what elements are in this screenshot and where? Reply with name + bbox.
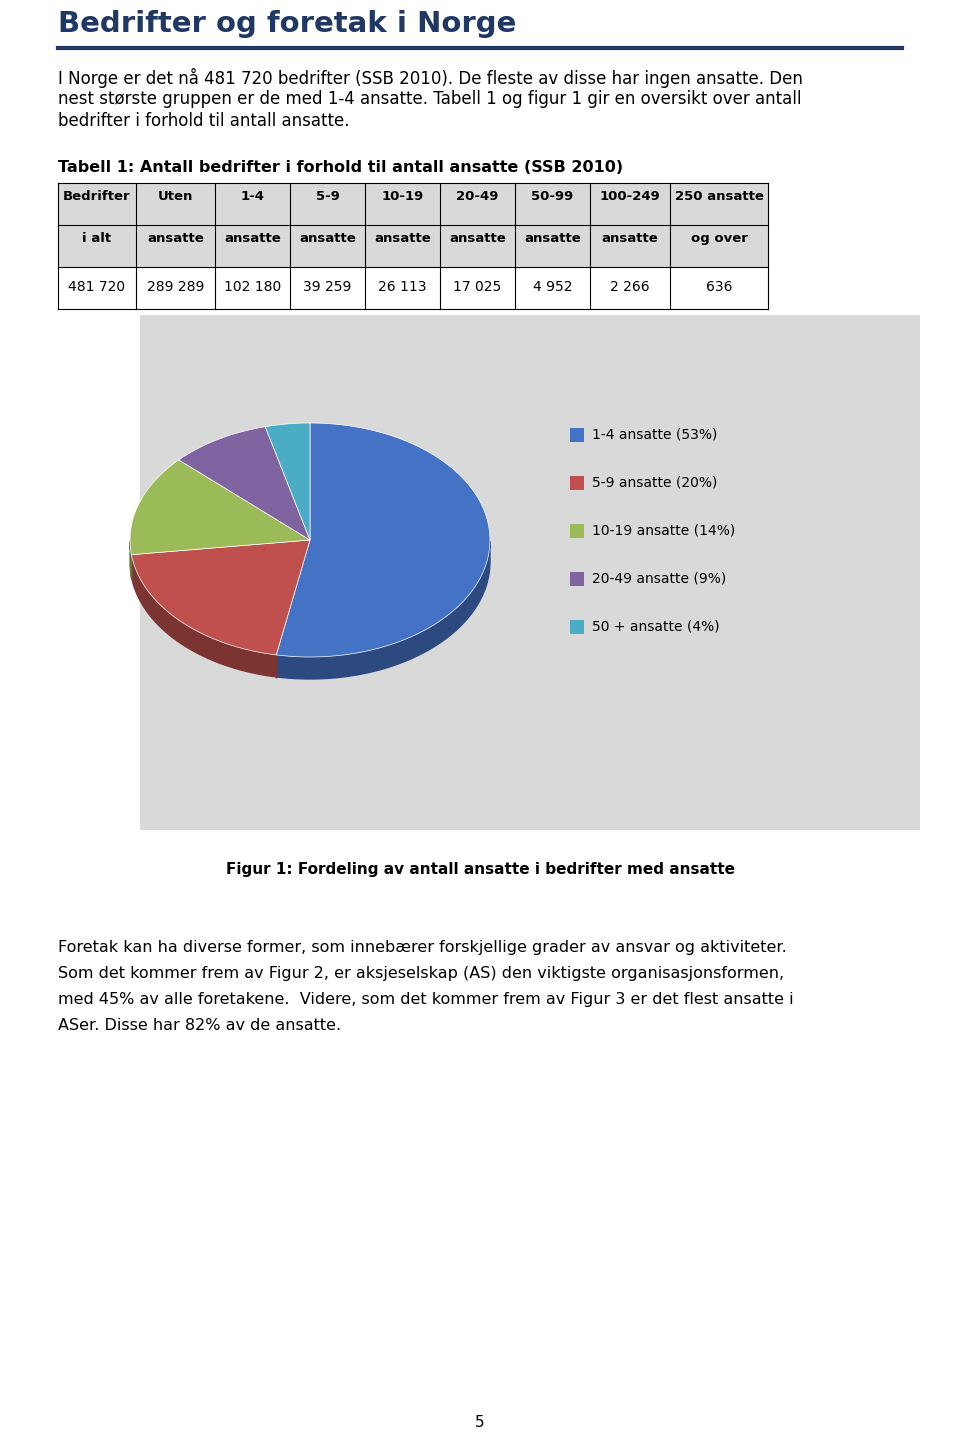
Text: og over: og over	[690, 232, 748, 245]
Text: 5: 5	[475, 1415, 485, 1430]
Text: 50-99: 50-99	[532, 190, 574, 203]
Bar	[140, 315, 920, 831]
Text: bedrifter i forhold til antall ansatte.: bedrifter i forhold til antall ansatte.	[58, 111, 349, 130]
Polygon shape	[179, 427, 310, 540]
Text: 4 952: 4 952	[533, 281, 572, 294]
Bar	[58, 268, 768, 310]
Text: Som det kommer frem av Figur 2, er aksjeselskap (AS) den viktigste organisasjons: Som det kommer frem av Figur 2, er aksje…	[58, 967, 784, 981]
Text: nest største gruppen er de med 1-4 ansatte. Tabell 1 og figur 1 gir en oversikt : nest største gruppen er de med 1-4 ansat…	[58, 90, 802, 109]
Text: 26 113: 26 113	[378, 281, 427, 294]
Text: 5-9: 5-9	[316, 190, 340, 203]
Text: ansatte: ansatte	[602, 232, 659, 245]
Bar	[570, 524, 584, 538]
Text: Foretak kan ha diverse former, som innebærer forskjellige grader av ansvar og ak: Foretak kan ha diverse former, som inneb…	[58, 941, 787, 955]
Text: ansatte: ansatte	[224, 232, 281, 245]
Bar	[570, 476, 584, 491]
Text: 39 259: 39 259	[303, 281, 351, 294]
Text: Tabell 1: Antall bedrifter i forhold til antall ansatte (SSB 2010): Tabell 1: Antall bedrifter i forhold til…	[58, 161, 623, 175]
Text: 5-9 ansatte (20%): 5-9 ansatte (20%)	[592, 475, 717, 489]
Bar	[58, 182, 768, 268]
Text: 100-249: 100-249	[600, 190, 660, 203]
Text: ansatte: ansatte	[300, 232, 356, 245]
Text: I Norge er det nå 481 720 bedrifter (SSB 2010). De fleste av disse har ingen ans: I Norge er det nå 481 720 bedrifter (SSB…	[58, 68, 803, 88]
Text: 102 180: 102 180	[224, 281, 281, 294]
Text: 17 025: 17 025	[453, 281, 502, 294]
Text: 20-49 ansatte (9%): 20-49 ansatte (9%)	[592, 572, 727, 585]
Polygon shape	[132, 554, 276, 677]
Text: ansatte: ansatte	[147, 232, 204, 245]
Polygon shape	[265, 423, 310, 540]
Text: Bedrifter: Bedrifter	[63, 190, 131, 203]
Text: 10-19 ansatte (14%): 10-19 ansatte (14%)	[592, 522, 735, 537]
Text: 10-19: 10-19	[381, 190, 423, 203]
Bar	[570, 428, 584, 441]
Text: ansatte: ansatte	[374, 232, 431, 245]
Text: ASer. Disse har 82% av de ansatte.: ASer. Disse har 82% av de ansatte.	[58, 1019, 341, 1033]
Text: Uten: Uten	[157, 190, 193, 203]
Text: i alt: i alt	[83, 232, 111, 245]
Text: 50 + ansatte (4%): 50 + ansatte (4%)	[592, 619, 720, 632]
Text: Bedrifter og foretak i Norge: Bedrifter og foretak i Norge	[58, 10, 516, 38]
Polygon shape	[276, 541, 490, 679]
Polygon shape	[276, 423, 490, 657]
Polygon shape	[132, 540, 310, 655]
Text: ansatte: ansatte	[524, 232, 581, 245]
Polygon shape	[130, 460, 310, 554]
Bar	[570, 572, 584, 586]
Text: 636: 636	[706, 281, 732, 294]
Text: 20-49: 20-49	[456, 190, 498, 203]
Text: 250 ansatte: 250 ansatte	[675, 190, 763, 203]
Text: 481 720: 481 720	[68, 281, 126, 294]
Text: 2 266: 2 266	[611, 281, 650, 294]
Text: 289 289: 289 289	[147, 281, 204, 294]
Text: 1-4 ansatte (53%): 1-4 ansatte (53%)	[592, 427, 717, 441]
Polygon shape	[130, 541, 132, 577]
Text: ansatte: ansatte	[449, 232, 506, 245]
Text: med 45% av alle foretakene.  Videre, som det kommer frem av Figur 3 er det flest: med 45% av alle foretakene. Videre, som …	[58, 993, 794, 1007]
Text: 1-4: 1-4	[241, 190, 265, 203]
Text: Figur 1: Fordeling av antall ansatte i bedrifter med ansatte: Figur 1: Fordeling av antall ansatte i b…	[226, 862, 734, 877]
Bar	[570, 619, 584, 634]
